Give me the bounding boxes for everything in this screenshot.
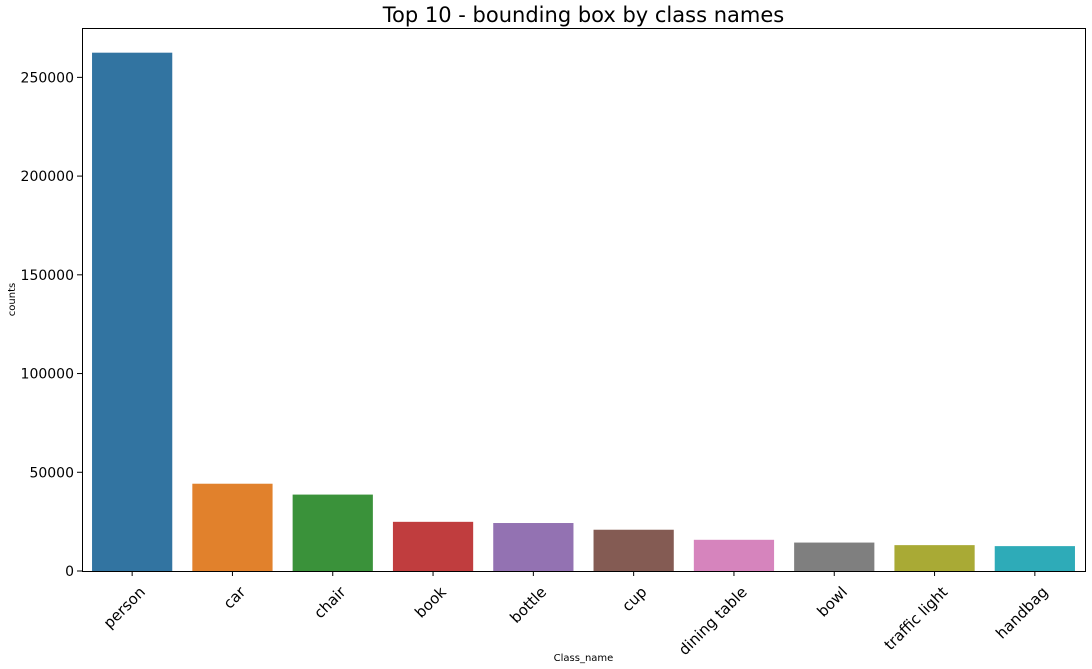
bar-chair <box>292 494 373 571</box>
x-tick-label: cup <box>618 583 650 615</box>
x-tick-label: car <box>220 582 250 612</box>
x-tick-label: chair <box>310 582 350 622</box>
x-tick-label: handbag <box>992 583 1051 642</box>
bar-person <box>92 52 173 571</box>
bar-bowl <box>794 542 875 571</box>
y-tick-label: 150000 <box>21 268 74 284</box>
x-tick-label: person <box>100 583 149 632</box>
bar-cup <box>593 529 674 571</box>
x-axis-ticks: person car chair book bottle cup dining table b… <box>100 571 1052 659</box>
bar-bottle <box>493 523 574 571</box>
bar-book <box>392 521 474 571</box>
bars-layer <box>92 52 1075 571</box>
chart-title: Top 10 - bounding box by class names <box>382 3 784 27</box>
y-axis-ticks: 0 50000 100000 150000 200000 250000 <box>21 70 82 580</box>
bar-handbag <box>994 546 1075 571</box>
bar-dining-table <box>693 539 775 571</box>
y-tick-label: 100000 <box>21 367 74 383</box>
x-tick-label: bowl <box>813 583 851 621</box>
bar-traffic-light <box>894 545 975 571</box>
y-tick-label: 0 <box>65 564 74 580</box>
y-tick-label: 200000 <box>21 169 74 185</box>
plot-frame <box>82 28 1086 572</box>
y-axis-title: counts <box>7 283 18 316</box>
y-tick-label: 50000 <box>29 465 74 481</box>
x-tick-label: traffic light <box>881 583 952 654</box>
x-tick-label: book <box>411 583 450 622</box>
bar-car <box>192 483 273 571</box>
x-tick-label: dining table <box>675 583 751 659</box>
x-tick-label: bottle <box>506 583 550 627</box>
x-axis-title: Class_name <box>554 653 614 664</box>
y-tick-label: 250000 <box>21 70 74 86</box>
